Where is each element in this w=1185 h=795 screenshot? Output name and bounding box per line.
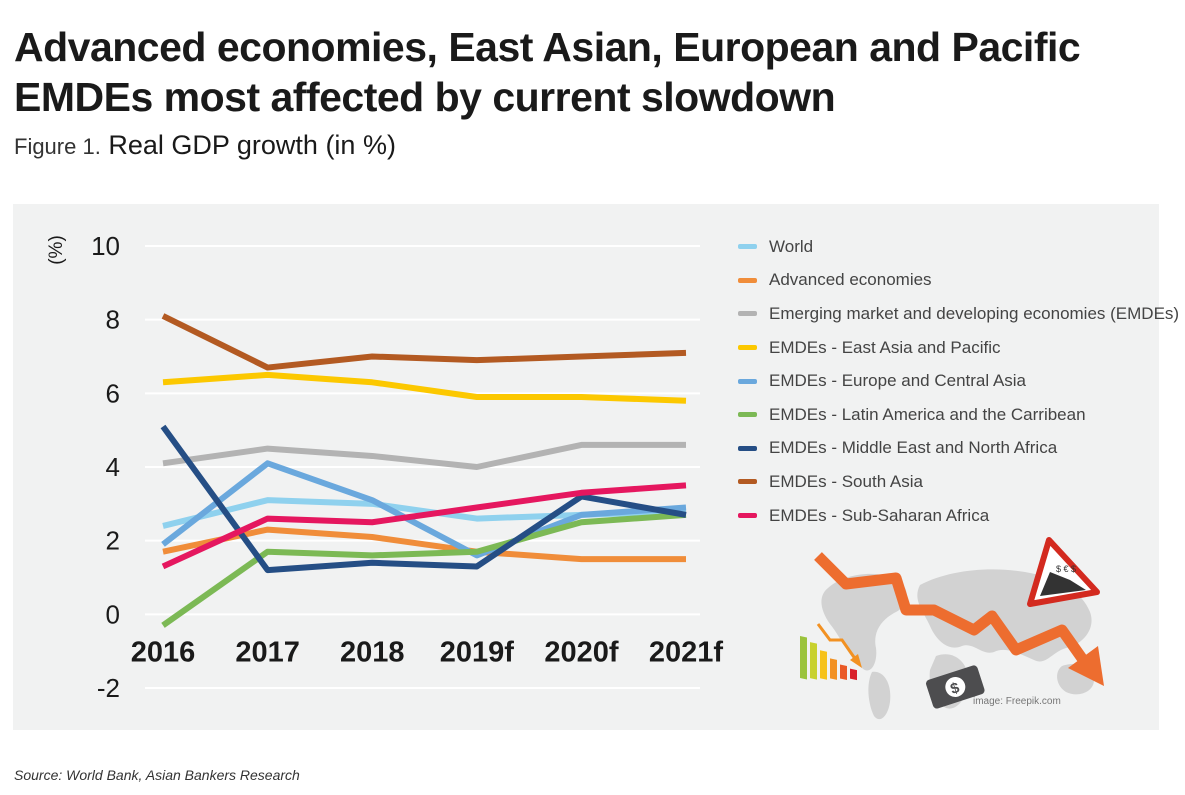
figure-title-text: Real GDP growth (in %)	[108, 130, 396, 160]
legend-swatch	[738, 345, 757, 351]
warning-sign-icon: $ € $	[1027, 537, 1100, 607]
legend-swatch	[738, 513, 757, 519]
y-tick-label: 2	[106, 526, 120, 556]
bar-chart-icon	[800, 623, 862, 681]
x-tick-label: 2019f	[440, 636, 515, 668]
legend-swatch	[738, 378, 757, 384]
x-tick-label: 2021f	[649, 636, 724, 668]
money-bill-icon: $	[926, 665, 985, 709]
series-line-4	[161, 460, 687, 559]
legend-label: EMDEs - East Asia and Pacific	[769, 337, 1001, 357]
series-line-3	[162, 371, 687, 404]
legend-swatch	[738, 277, 757, 283]
figure-title: Figure 1. Real GDP growth (in %)	[14, 128, 396, 164]
legend-swatch	[738, 412, 757, 418]
legend-swatch	[738, 445, 757, 451]
legend-item: Advanced economies	[738, 264, 1179, 298]
y-tick-label: -2	[97, 673, 120, 703]
x-tick-label: 2018	[340, 636, 405, 668]
legend-label: EMDEs - South Asia	[769, 471, 924, 491]
legend-item: EMDEs - South Asia	[738, 465, 1179, 499]
series-line-1	[162, 526, 686, 563]
falling-arrow-icon	[814, 552, 1104, 686]
legend-swatch	[738, 479, 757, 485]
legend-label: World	[769, 236, 814, 256]
gridlines	[145, 245, 700, 689]
axis-labels: 10 8 6 4 2 0 -2 (%) 2016 2017 2018 2019f 2020f 2021f	[46, 231, 723, 703]
chart-legend: World Advanced economies Emerging market a…	[738, 230, 1179, 532]
warning-currency-symbols: $ € $	[1056, 564, 1076, 574]
legend-item: EMDEs - East Asia and Pacific	[738, 331, 1179, 365]
legend-item: EMDEs - Sub-Saharan Africa	[738, 499, 1179, 533]
legend-item: EMDEs - Latin America and the Carribean	[738, 398, 1179, 432]
y-tick-label: 10	[91, 231, 120, 261]
legend-swatch	[738, 244, 757, 250]
y-tick-label: 0	[106, 599, 120, 629]
series-line-7	[161, 313, 687, 371]
x-tick-label: 2016	[131, 636, 196, 668]
series-line-6	[160, 424, 687, 574]
x-tick-label: 2017	[235, 636, 300, 668]
x-tick-label: 2020f	[544, 636, 619, 668]
image-credit: image: Freepik.com	[973, 696, 1061, 707]
legend-label: EMDEs - Middle East and North Africa	[769, 438, 1058, 458]
series-line-2	[162, 441, 686, 470]
y-tick-label: 8	[106, 305, 120, 335]
y-tick-label: 6	[106, 378, 120, 408]
series-line-5	[161, 511, 687, 628]
y-tick-label: 4	[106, 452, 120, 482]
legend-label: Emerging market and developing economies…	[769, 303, 1180, 323]
legend-label: EMDEs - Latin America and the Carribean	[769, 404, 1086, 424]
legend-swatch	[738, 311, 757, 317]
legend-item: EMDEs - Middle East and North Africa	[738, 432, 1179, 466]
legend-item: World	[738, 230, 1179, 264]
legend-label: EMDEs - Europe and Central Asia	[769, 371, 1027, 391]
headline: Advanced economies, East Asian, European…	[14, 24, 1081, 120]
legend-item: Emerging market and developing economies…	[738, 297, 1179, 331]
figure-label: Figure 1.	[14, 134, 101, 159]
legend-item: EMDEs - Europe and Central Asia	[738, 364, 1179, 398]
y-axis-label: (%)	[46, 235, 67, 265]
source-note: Source: World Bank, Asian Bankers Resear…	[14, 767, 300, 783]
series-line-8	[161, 482, 687, 570]
legend-label: EMDEs - Sub-Saharan Africa	[769, 505, 990, 525]
series-lines	[160, 313, 687, 628]
legend-label: Advanced economies	[769, 270, 932, 290]
